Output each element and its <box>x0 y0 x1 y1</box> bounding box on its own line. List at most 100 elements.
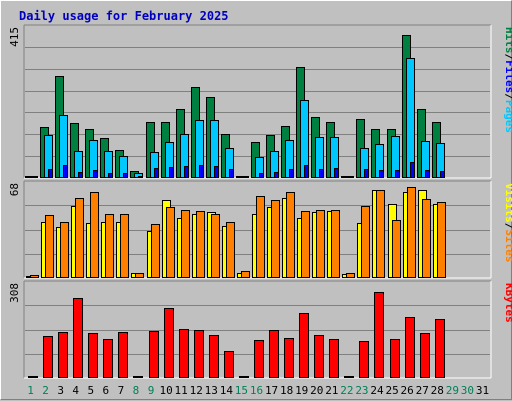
bar-kbytes-day-3 <box>58 332 68 378</box>
bar-sites-day-11 <box>181 210 190 278</box>
bar-kbytes-day-17 <box>269 330 279 378</box>
x-tick-label-day-10: 10 <box>159 384 172 397</box>
bar-pages-day-8 <box>138 176 143 178</box>
bar-sites-day-20 <box>316 210 325 278</box>
x-tick-label-day-30: 30 <box>461 384 474 397</box>
bar-kbytes-day-8 <box>133 376 143 378</box>
bar-pages-day-28 <box>440 171 445 178</box>
bar-pages-day-5 <box>93 170 98 178</box>
bar-pages-day-2 <box>48 169 53 178</box>
bar-kbytes-day-28 <box>435 319 445 378</box>
bar-kbytes-day-9 <box>149 331 159 378</box>
bar-kbytes-day-14 <box>224 351 234 378</box>
legend-separator: / <box>503 93 512 100</box>
bar-kbytes-day-10 <box>164 308 174 378</box>
x-tick-label-day-12: 12 <box>190 384 203 397</box>
bar-pages-day-6 <box>108 173 113 178</box>
x-tick-label-day-26: 26 <box>401 384 414 397</box>
bar-sites-day-12 <box>196 211 205 278</box>
bar-kbytes-day-7 <box>118 332 128 378</box>
bar-sites-day-19 <box>301 211 310 278</box>
bar-kbytes-day-26 <box>405 317 415 378</box>
bar-sites-day-13 <box>211 214 220 278</box>
bar-kbytes-day-27 <box>420 333 430 378</box>
x-tick-label-day-20: 20 <box>310 384 323 397</box>
bar-sites-day-9 <box>151 224 160 278</box>
bar-sites-day-23 <box>361 206 370 278</box>
y-max-label: 308 <box>8 283 21 303</box>
legend-item-visits: Visits <box>503 183 512 223</box>
x-tick-label-day-4: 4 <box>72 384 79 397</box>
legend: KBytes <box>503 283 512 323</box>
bar-sites-day-17 <box>271 200 280 278</box>
bar-sites-day-10 <box>166 207 175 278</box>
bar-sites-day-15 <box>241 271 250 278</box>
bar-kbytes-day-18 <box>284 338 294 378</box>
bar-sites-day-25 <box>392 220 401 278</box>
bar-kbytes-day-16 <box>254 340 264 378</box>
x-tick-label-day-19: 19 <box>295 384 308 397</box>
chart-title: Daily usage for February 2025 <box>19 9 229 23</box>
bar-kbytes-day-11 <box>179 329 189 378</box>
x-tick-label-day-2: 2 <box>42 384 49 397</box>
bar-pages-day-26 <box>410 162 415 178</box>
bar-kbytes-day-4 <box>73 298 83 378</box>
bar-pages-day-23 <box>364 169 369 178</box>
bar-pages-day-17 <box>274 172 279 178</box>
x-tick-label-day-15: 15 <box>235 384 248 397</box>
bar-pages-day-12 <box>199 165 204 178</box>
bar-kbytes-day-2 <box>43 336 53 378</box>
x-tick-label-day-31: 31 <box>476 384 489 397</box>
bar-pages-day-16 <box>259 173 264 178</box>
x-tick-label-day-25: 25 <box>385 384 398 397</box>
bar-kbytes-day-13 <box>209 335 219 378</box>
legend: Visits/Sites <box>503 183 512 263</box>
bar-files-day-26 <box>406 58 415 178</box>
bar-sites-day-24 <box>376 190 385 278</box>
bar-sites-day-28 <box>437 202 446 278</box>
bar-kbytes-day-6 <box>103 339 113 378</box>
x-tick-label-day-1: 1 <box>27 384 34 397</box>
bar-pages-day-11 <box>184 166 189 178</box>
bar-sites-day-27 <box>422 199 431 278</box>
bar-kbytes-day-1 <box>28 376 38 378</box>
x-tick-label-day-28: 28 <box>431 384 444 397</box>
legend-item-hits: Hits <box>503 27 512 54</box>
bar-pages-day-27 <box>425 170 430 178</box>
x-tick-label-day-5: 5 <box>87 384 94 397</box>
legend-item-kbytes: KBytes <box>503 283 512 323</box>
x-tick-label-day-8: 8 <box>133 384 140 397</box>
x-tick-label-day-7: 7 <box>118 384 125 397</box>
bar-sites-day-21 <box>331 210 340 278</box>
bar-pages-day-20 <box>319 169 324 178</box>
x-tick-label-day-16: 16 <box>250 384 263 397</box>
x-tick-label-day-22: 22 <box>340 384 353 397</box>
x-tick-label-day-21: 21 <box>325 384 338 397</box>
bar-kbytes-day-12 <box>194 330 204 378</box>
bar-pages-day-3 <box>63 165 68 178</box>
bar-kbytes-day-22 <box>344 376 354 378</box>
bar-pages-day-21 <box>334 168 339 178</box>
legend-item-pages: Pages <box>503 100 512 133</box>
x-tick-label-day-3: 3 <box>57 384 64 397</box>
legend-item-sites: Sites <box>503 229 512 262</box>
legend-separator: / <box>503 223 512 230</box>
bar-pages-day-19 <box>304 165 309 178</box>
bar-pages-day-1 <box>33 176 38 178</box>
bar-kbytes-day-23 <box>359 341 369 378</box>
bar-sites-day-4 <box>75 198 84 278</box>
bar-pages-day-10 <box>169 167 174 178</box>
bar-sites-day-16 <box>256 196 265 278</box>
bar-sites-day-14 <box>226 222 235 278</box>
x-tick-label-day-24: 24 <box>370 384 384 397</box>
x-tick-label-day-17: 17 <box>265 384 278 397</box>
bar-pages-day-24 <box>379 170 384 178</box>
bar-pages-day-25 <box>395 170 400 178</box>
legend: Hits/Files/Pages <box>503 27 512 133</box>
x-tick-label-day-29: 29 <box>446 384 459 397</box>
bar-pages-day-22 <box>349 176 354 178</box>
bar-sites-day-22 <box>346 273 355 278</box>
